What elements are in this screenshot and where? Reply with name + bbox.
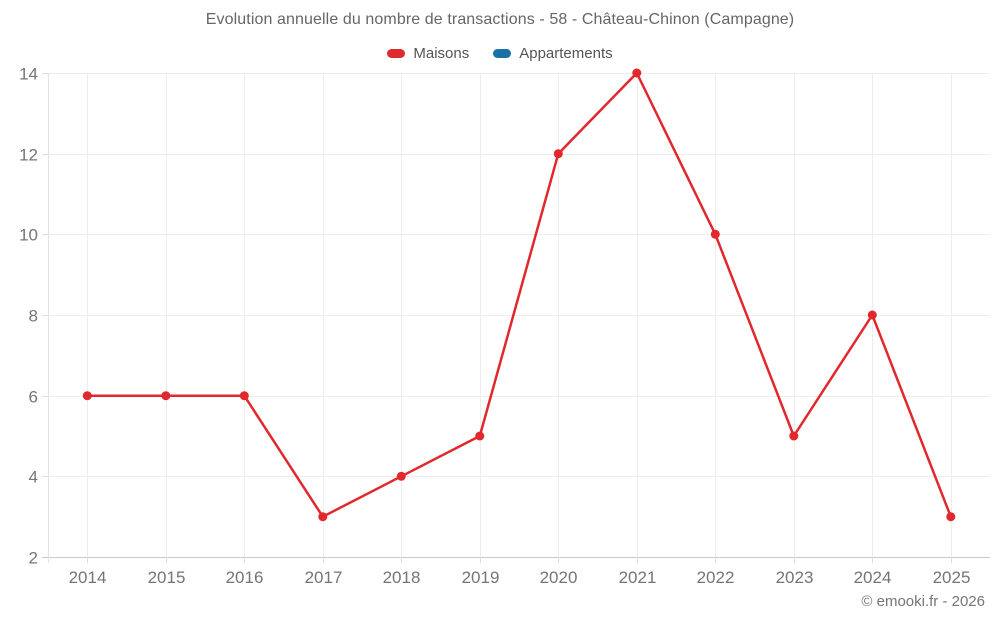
y-axis-tick-label: 10 (19, 226, 38, 245)
legend: Maisons Appartements (0, 45, 1000, 62)
x-axis-tick-label: 2020 (540, 568, 578, 587)
legend-swatch-maisons-icon (387, 49, 406, 58)
x-axis-tick-label: 2014 (69, 568, 107, 587)
series-line-maisons (86, 71, 953, 518)
legend-swatch-appartements-icon (493, 49, 512, 58)
data-point-maisons-2023[interactable] (789, 431, 799, 441)
x-axis-tick-label: 2021 (619, 568, 657, 587)
y-axis-tick-label: 12 (19, 146, 38, 165)
data-point-maisons-2015[interactable] (161, 391, 171, 401)
data-point-maisons-2018[interactable] (396, 471, 406, 481)
data-point-maisons-2019[interactable] (475, 431, 485, 441)
data-point-maisons-2025[interactable] (946, 512, 956, 522)
x-axis-tick-label: 2023 (776, 568, 814, 587)
data-point-maisons-2022[interactable] (710, 229, 720, 239)
legend-item-maisons[interactable]: Maisons (387, 45, 469, 62)
data-point-maisons-2024[interactable] (867, 310, 877, 320)
x-axis-tick-label: 2022 (697, 568, 735, 587)
data-point-maisons-2021[interactable] (632, 68, 642, 78)
data-point-maisons-2020[interactable] (553, 149, 563, 159)
x-axis-tick-label: 2015 (148, 568, 186, 587)
x-axis-tick-label: 2024 (854, 568, 892, 587)
x-axis-tick-label: 2025 (933, 568, 971, 587)
x-axis-tick-label: 2016 (226, 568, 264, 587)
x-axis-tick-label: 2019 (462, 568, 500, 587)
legend-label-appartements: Appartements (519, 45, 613, 62)
x-axis-tick-label: 2018 (383, 568, 421, 587)
y-axis-tick-label: 8 (29, 307, 38, 326)
legend-label-maisons: Maisons (413, 45, 470, 62)
footer-credit: © emooki.fr - 2026 (861, 593, 985, 610)
y-axis-tick-label: 6 (29, 388, 38, 407)
x-axis-tick-label: 2017 (305, 568, 343, 587)
data-point-maisons-2014[interactable] (82, 391, 92, 401)
y-axis-tick-label: 14 (19, 65, 38, 84)
data-point-maisons-2017[interactable] (318, 512, 328, 522)
y-axis-tick-label: 2 (29, 549, 38, 568)
y-axis-tick-label: 4 (29, 468, 38, 487)
chart-title: Evolution annuelle du nombre de transact… (205, 11, 795, 28)
legend-item-appartements[interactable]: Appartements (493, 45, 613, 62)
data-point-maisons-2016[interactable] (239, 391, 249, 401)
